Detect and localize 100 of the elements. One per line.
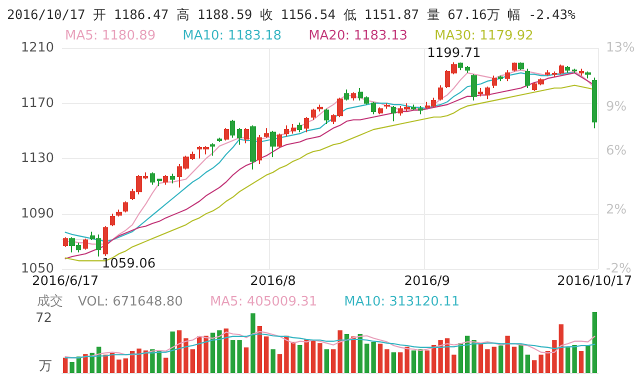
x-tick-label: 2016/6/17: [32, 274, 99, 289]
bar: [277, 354, 282, 373]
bar: [237, 340, 242, 373]
series-label: VOL: 671648.80: [78, 294, 183, 310]
candlestick: [257, 134, 262, 165]
candlestick: [277, 133, 282, 148]
chart-title: 2016/10/17 开 1186.47 高 1188.59 收 1156.54 低 1151.87 量 67.16万 幅 -2.43%: [7, 7, 576, 23]
candlestick: [230, 119, 235, 138]
bar: [391, 352, 396, 373]
x-tick-label: 2016/9: [404, 274, 450, 289]
candlestick: [297, 122, 302, 133]
bar: [217, 330, 222, 373]
candlestick: [324, 108, 329, 124]
candlestick: [378, 106, 383, 115]
candlestick: [512, 62, 517, 72]
y-tick-label: 1050: [20, 262, 54, 276]
candlestick: [418, 106, 423, 115]
annotation: 1059.06: [102, 256, 156, 272]
candlestick: [585, 70, 591, 79]
bar: [83, 354, 88, 373]
bar: [418, 349, 423, 373]
y-tick-label: 1210: [20, 40, 54, 56]
bar: [505, 336, 510, 373]
bar: [558, 324, 564, 373]
candlestick: [110, 213, 115, 227]
bar: [351, 336, 356, 373]
bar: [578, 351, 584, 373]
bar: [331, 349, 336, 373]
text: MA5: 1180.89: [65, 28, 156, 44]
bar: [264, 336, 269, 373]
candlestick: [116, 209, 122, 218]
candlestick: [291, 123, 296, 134]
candlestick: [552, 70, 557, 78]
bar: [586, 346, 590, 373]
bar: [318, 343, 322, 373]
bar: [465, 336, 470, 373]
bar: [164, 358, 168, 373]
bar: [123, 358, 128, 373]
candlestick: [492, 75, 497, 89]
bar: [492, 346, 496, 373]
bar: [512, 346, 517, 373]
candlestick: [592, 77, 597, 129]
y-tick-label: 1170: [20, 96, 54, 111]
candlestick: [505, 70, 510, 82]
bar: [438, 340, 443, 373]
candlestick: [157, 178, 162, 187]
bar: [103, 354, 108, 373]
candlestick: [150, 172, 155, 186]
y-tick-label: 1090: [20, 206, 54, 222]
candlestick: [311, 108, 316, 120]
bar: [478, 343, 484, 373]
bar: [190, 349, 195, 373]
candlestick: [244, 128, 249, 144]
bar: [572, 344, 577, 373]
bar: [290, 342, 296, 373]
bar: [224, 328, 228, 373]
bar: [518, 344, 524, 373]
bar: [150, 349, 155, 373]
bar: [545, 351, 550, 373]
bar: [538, 354, 544, 373]
bar: [284, 336, 289, 373]
bar: [432, 344, 436, 373]
candlestick: [391, 106, 396, 122]
bar: [525, 354, 530, 373]
bar: [116, 360, 122, 373]
bar: [304, 339, 309, 373]
y2-tick-label: -2%: [606, 262, 632, 276]
bar: [472, 340, 476, 373]
candlestick: [284, 124, 289, 137]
candlestick: [465, 65, 470, 74]
bar: [532, 360, 537, 373]
candlestick: [384, 102, 390, 110]
bar: [210, 332, 216, 373]
candlestick: [458, 62, 463, 71]
bar: [170, 332, 175, 373]
chart-title: 成交: [37, 293, 63, 309]
bar: [498, 346, 504, 373]
candlestick: [237, 128, 242, 146]
text: 72: [35, 311, 52, 326]
y2-tick-label: 2%: [606, 202, 627, 218]
bar: [184, 338, 188, 373]
candlestick: [411, 104, 416, 111]
text: MA30: 1179.92: [434, 28, 534, 44]
bar: [244, 347, 249, 373]
candlestick: [163, 174, 168, 186]
x-tick-label: 2016/8: [250, 274, 296, 289]
candlestick: [344, 88, 349, 101]
candlestick: [438, 84, 443, 101]
bar: [324, 349, 329, 373]
bar: [143, 350, 148, 373]
text: MA10: 1183.18: [182, 28, 282, 44]
bar: [371, 342, 376, 373]
bar: [364, 344, 370, 373]
bar: [270, 349, 276, 373]
candlestick: [304, 116, 309, 133]
bar: [444, 338, 450, 373]
bar: [63, 358, 68, 373]
bar: [136, 348, 142, 373]
candlestick: [250, 124, 256, 170]
candlestick: [317, 104, 323, 112]
